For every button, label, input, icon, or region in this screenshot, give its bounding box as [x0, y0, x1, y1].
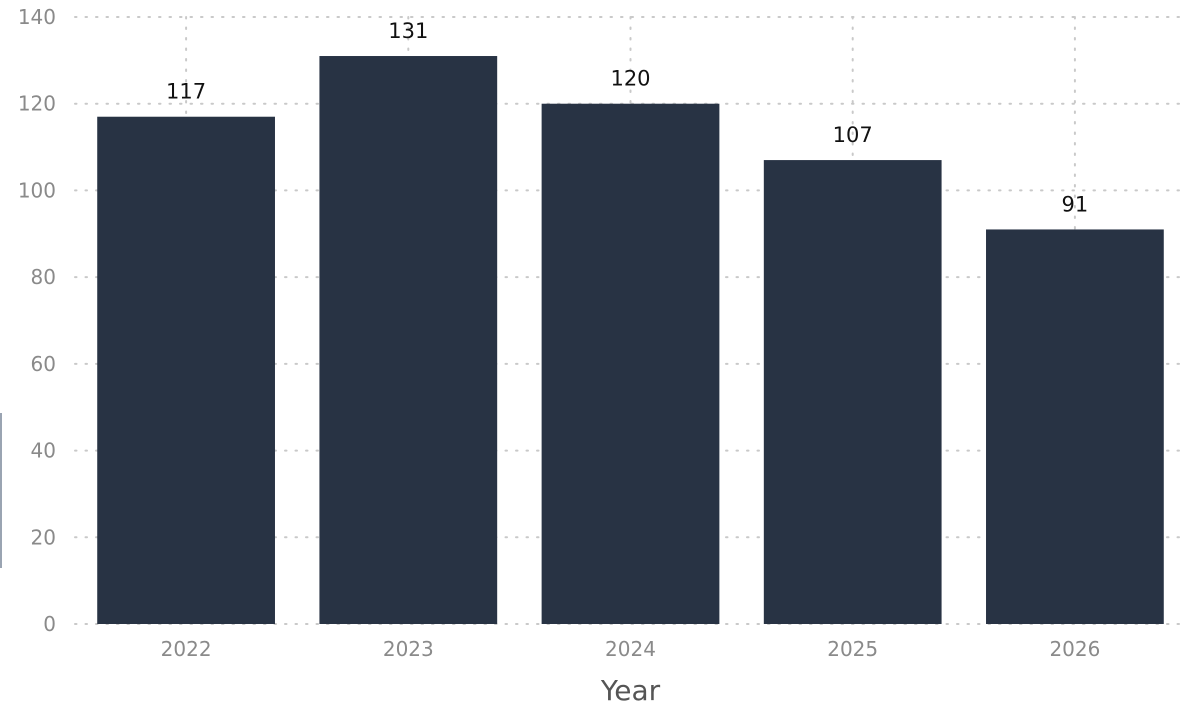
y-tick-label: 120 [18, 92, 56, 116]
data-label: 131 [388, 19, 428, 43]
x-tick-label: 2025 [827, 637, 878, 661]
x-tick-label: 2022 [161, 637, 212, 661]
y-tick-label: 20 [31, 525, 56, 549]
data-label: 120 [610, 67, 650, 91]
bar [97, 116, 275, 624]
y-tick-label: 40 [31, 439, 56, 463]
data-labels: 117 131 120 107 91 [166, 19, 1088, 216]
y-axis-ticks: 0 20 40 60 80 100 120 140 [18, 5, 56, 636]
y-tick-label: 100 [18, 178, 56, 202]
left-edge-accent [0, 413, 2, 568]
bar [986, 229, 1164, 624]
y-tick-label: 80 [31, 265, 56, 289]
x-tick-label: 2026 [1049, 637, 1100, 661]
x-tick-label: 2023 [383, 637, 434, 661]
data-label: 117 [166, 80, 206, 104]
bar [763, 160, 942, 625]
y-tick-label: 60 [31, 352, 56, 376]
bar [541, 103, 720, 624]
y-tick-label: 0 [43, 612, 56, 636]
data-label: 91 [1062, 192, 1089, 216]
x-axis-title: Year [600, 674, 661, 707]
data-label: 107 [833, 123, 873, 147]
x-tick-label: 2024 [605, 637, 656, 661]
x-axis-ticks: 2022 2023 2024 2025 2026 [161, 637, 1101, 661]
y-tick-label: 140 [18, 5, 56, 29]
bar [319, 56, 498, 625]
bars [97, 56, 1164, 625]
